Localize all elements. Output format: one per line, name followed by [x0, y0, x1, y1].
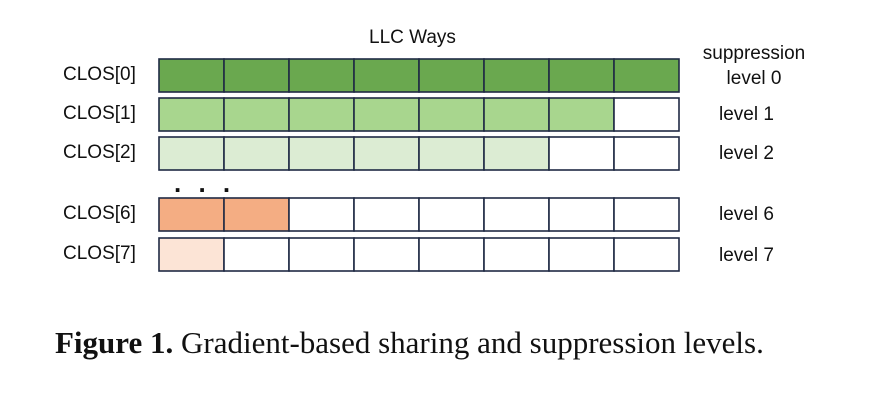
filled-way-cell — [613, 58, 680, 93]
filled-way-cell — [223, 58, 290, 93]
empty-way-cell — [418, 237, 485, 272]
empty-way-cell — [613, 197, 680, 232]
empty-way-cell — [483, 237, 550, 272]
clos-label-2: CLOS[2] — [63, 142, 136, 163]
empty-way-cell — [548, 136, 615, 171]
filled-way-cell — [158, 237, 225, 272]
empty-way-cell — [288, 237, 355, 272]
title: LLC Ways — [369, 27, 456, 48]
empty-way-cell — [483, 197, 550, 232]
ellipsis: . . . — [174, 168, 236, 198]
empty-way-cell — [613, 136, 680, 171]
empty-way-cell — [353, 237, 420, 272]
empty-way-cell — [548, 237, 615, 272]
filled-way-cell — [158, 136, 225, 171]
filled-way-cell — [223, 197, 290, 232]
empty-way-cell — [548, 197, 615, 232]
level-label-2: level 2 — [719, 143, 774, 164]
filled-way-cell — [418, 97, 485, 132]
way-row-3 — [158, 197, 680, 232]
filled-way-cell — [223, 97, 290, 132]
filled-way-cell — [483, 136, 550, 171]
clos-label-6: CLOS[6] — [63, 203, 136, 224]
figure-caption: Figure 1. Gradient-based sharing and sup… — [55, 325, 764, 361]
way-row-1 — [158, 97, 680, 132]
filled-way-cell — [548, 97, 615, 132]
suppression-header: suppression — [702, 43, 806, 64]
filled-way-cell — [483, 97, 550, 132]
empty-way-cell — [613, 97, 680, 132]
filled-way-cell — [288, 97, 355, 132]
filled-way-cell — [418, 136, 485, 171]
filled-way-cell — [288, 136, 355, 171]
empty-way-cell — [418, 197, 485, 232]
level-0-header: level 0 — [726, 68, 782, 89]
empty-way-cell — [613, 237, 680, 272]
filled-way-cell — [353, 58, 420, 93]
empty-way-cell — [223, 237, 290, 272]
level-label-6: level 6 — [719, 204, 774, 225]
caption-text: Gradient-based sharing and suppression l… — [181, 325, 764, 360]
caption-label: Figure 1. — [55, 325, 174, 360]
filled-way-cell — [353, 97, 420, 132]
filled-way-cell — [223, 136, 290, 171]
clos-label-7: CLOS[7] — [63, 243, 136, 264]
empty-way-cell — [288, 197, 355, 232]
filled-way-cell — [158, 58, 225, 93]
filled-way-cell — [353, 136, 420, 171]
way-row-2 — [158, 136, 680, 171]
filled-way-cell — [288, 58, 355, 93]
filled-way-cell — [483, 58, 550, 93]
header-right: suppression level 0 — [690, 41, 818, 91]
way-row-4 — [158, 237, 680, 272]
level-label-7: level 7 — [719, 245, 774, 266]
filled-way-cell — [418, 58, 485, 93]
filled-way-cell — [548, 58, 615, 93]
clos-label-1: CLOS[1] — [63, 103, 136, 124]
filled-way-cell — [158, 197, 225, 232]
level-label-1: level 1 — [719, 104, 774, 125]
way-row-0 — [158, 58, 680, 93]
clos-label-0: CLOS[0] — [63, 64, 136, 85]
filled-way-cell — [158, 97, 225, 132]
empty-way-cell — [353, 197, 420, 232]
